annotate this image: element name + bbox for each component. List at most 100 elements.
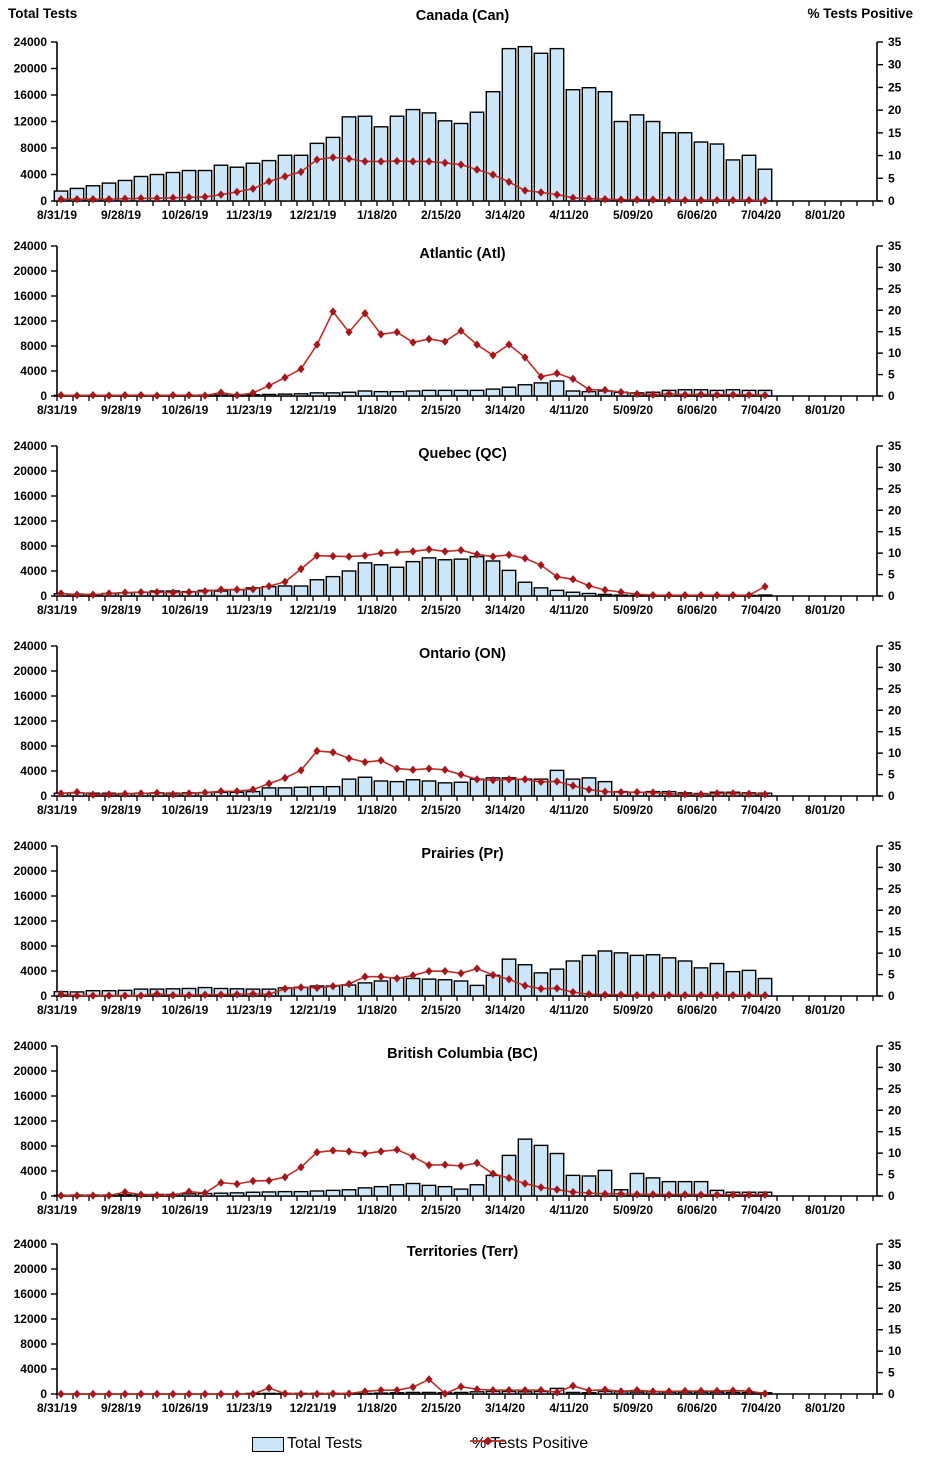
svg-text:10: 10 xyxy=(888,546,902,560)
svg-text:24000: 24000 xyxy=(14,1237,48,1251)
svg-text:25: 25 xyxy=(888,482,902,496)
svg-text:4/11/20: 4/11/20 xyxy=(549,603,589,617)
svg-text:4/11/20: 4/11/20 xyxy=(549,1401,589,1415)
svg-text:5: 5 xyxy=(888,1168,895,1182)
svg-text:0: 0 xyxy=(888,789,895,803)
svg-text:3/14/20: 3/14/20 xyxy=(485,803,525,817)
svg-text:1/18/20: 1/18/20 xyxy=(357,1401,397,1415)
svg-text:8/31/19: 8/31/19 xyxy=(37,1003,77,1017)
svg-text:8/31/19: 8/31/19 xyxy=(37,1401,77,1415)
svg-text:3/14/20: 3/14/20 xyxy=(485,1401,525,1415)
svg-text:8/31/19: 8/31/19 xyxy=(37,603,77,617)
svg-text:4000: 4000 xyxy=(20,1164,47,1178)
svg-text:20000: 20000 xyxy=(14,264,48,278)
svg-text:12000: 12000 xyxy=(14,314,48,328)
svg-text:1/18/20: 1/18/20 xyxy=(357,208,397,222)
svg-text:11/23/19: 11/23/19 xyxy=(226,403,272,417)
svg-text:20000: 20000 xyxy=(14,62,48,76)
svg-text:7/04/20: 7/04/20 xyxy=(741,1401,781,1415)
svg-text:5/09/20: 5/09/20 xyxy=(613,803,653,817)
svg-text:16000: 16000 xyxy=(14,88,48,102)
svg-text:24000: 24000 xyxy=(14,1039,48,1053)
svg-text:8/01/20: 8/01/20 xyxy=(805,403,845,417)
svg-text:8/01/20: 8/01/20 xyxy=(805,1401,845,1415)
svg-text:8000: 8000 xyxy=(20,539,47,553)
svg-text:24000: 24000 xyxy=(14,839,48,853)
svg-text:11/23/19: 11/23/19 xyxy=(226,208,272,222)
svg-text:15: 15 xyxy=(888,1323,902,1337)
svg-text:5/09/20: 5/09/20 xyxy=(613,1203,653,1217)
svg-text:24000: 24000 xyxy=(14,439,48,453)
svg-text:30: 30 xyxy=(888,1060,902,1074)
svg-text:12000: 12000 xyxy=(14,1114,48,1128)
chart-canvas-quebec: 0 4000 8000 12000 16000 20000 24000 0 5 10 15 20 25 3… xyxy=(14,439,902,617)
svg-text:35: 35 xyxy=(888,239,902,253)
svg-text:8000: 8000 xyxy=(20,1337,47,1351)
svg-text:30: 30 xyxy=(888,260,902,274)
svg-text:11/23/19: 11/23/19 xyxy=(226,803,272,817)
svg-text:12/21/19: 12/21/19 xyxy=(290,208,337,222)
svg-text:30: 30 xyxy=(888,58,902,72)
svg-text:5: 5 xyxy=(888,968,895,982)
svg-text:12/21/19: 12/21/19 xyxy=(290,803,337,817)
svg-text:6/06/20: 6/06/20 xyxy=(677,208,717,222)
svg-text:6/06/20: 6/06/20 xyxy=(677,1003,717,1017)
svg-text:4/11/20: 4/11/20 xyxy=(549,1003,589,1017)
svg-text:20000: 20000 xyxy=(14,864,48,878)
svg-text:8/01/20: 8/01/20 xyxy=(805,208,845,222)
svg-text:0: 0 xyxy=(888,589,895,603)
svg-text:10/26/19: 10/26/19 xyxy=(162,1003,209,1017)
svg-text:30: 30 xyxy=(888,1258,902,1272)
total-tests-swatch-icon xyxy=(252,1436,284,1452)
svg-text:0: 0 xyxy=(40,1189,47,1203)
chart-title-atlantic: Atlantic (Atl) xyxy=(419,246,506,262)
svg-text:4000: 4000 xyxy=(20,364,47,378)
svg-text:8000: 8000 xyxy=(20,339,47,353)
svg-text:25: 25 xyxy=(888,882,902,896)
svg-text:30: 30 xyxy=(888,860,902,874)
svg-text:5: 5 xyxy=(888,1366,895,1380)
svg-text:3/14/20: 3/14/20 xyxy=(485,208,525,222)
svg-text:2/15/20: 2/15/20 xyxy=(421,1003,461,1017)
chart-canvas-british-columbia: 0 4000 8000 12000 16000 20000 24000 0 5 10 15 20 25 3… xyxy=(14,1039,902,1217)
svg-text:16000: 16000 xyxy=(14,289,48,303)
svg-text:8/01/20: 8/01/20 xyxy=(805,603,845,617)
svg-text:5/09/20: 5/09/20 xyxy=(613,208,653,222)
svg-text:15: 15 xyxy=(888,325,902,339)
svg-text:11/23/19: 11/23/19 xyxy=(226,603,272,617)
svg-text:0: 0 xyxy=(888,1189,895,1203)
svg-text:10: 10 xyxy=(888,1146,902,1160)
svg-text:20: 20 xyxy=(888,903,902,917)
svg-text:1/18/20: 1/18/20 xyxy=(357,803,397,817)
chart-panel-british-columbia: 0 4000 8000 12000 16000 20000 24000 0 5 10 15 20 25 3… xyxy=(0,1030,925,1230)
svg-text:11/23/19: 11/23/19 xyxy=(226,1203,272,1217)
svg-text:4000: 4000 xyxy=(20,964,47,978)
chart-canvas-canada: 0 4000 8000 12000 16000 20000 24000 0 5 10 15 20 25 3… xyxy=(14,35,902,222)
svg-text:10: 10 xyxy=(888,946,902,960)
svg-text:0: 0 xyxy=(40,789,47,803)
svg-text:5: 5 xyxy=(888,768,895,782)
svg-text:8000: 8000 xyxy=(20,1139,47,1153)
svg-text:25: 25 xyxy=(888,682,902,696)
svg-text:7/04/20: 7/04/20 xyxy=(741,1203,781,1217)
svg-text:9/28/19: 9/28/19 xyxy=(101,1401,141,1415)
svg-text:0: 0 xyxy=(888,389,895,403)
chart-panel-quebec: 0 4000 8000 12000 16000 20000 24000 0 5 10 15 20 25 3… xyxy=(0,430,925,630)
svg-text:4000: 4000 xyxy=(20,168,47,182)
svg-text:8/31/19: 8/31/19 xyxy=(37,803,77,817)
svg-text:2/15/20: 2/15/20 xyxy=(421,1401,461,1415)
svg-text:12000: 12000 xyxy=(14,714,48,728)
legend: Total Tests % Tests Positive xyxy=(0,1435,925,1461)
svg-text:11/23/19: 11/23/19 xyxy=(226,1003,272,1017)
svg-text:10: 10 xyxy=(888,346,902,360)
svg-text:4/11/20: 4/11/20 xyxy=(549,208,589,222)
chart-title-territories: Territories (Terr) xyxy=(406,1244,519,1260)
svg-text:10/26/19: 10/26/19 xyxy=(162,1203,209,1217)
svg-text:35: 35 xyxy=(888,639,902,653)
svg-text:6/06/20: 6/06/20 xyxy=(677,1401,717,1415)
chart-title-quebec: Quebec (QC) xyxy=(418,446,507,462)
svg-text:15: 15 xyxy=(888,525,902,539)
svg-text:5: 5 xyxy=(888,368,895,382)
svg-text:16000: 16000 xyxy=(14,689,48,703)
svg-text:20: 20 xyxy=(888,503,902,517)
